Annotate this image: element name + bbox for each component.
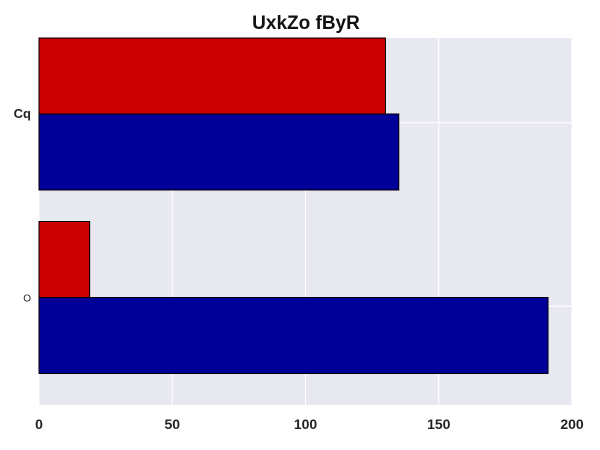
- x-tick-label-0: 0: [35, 416, 43, 432]
- bar-O-series-1: [38, 221, 91, 298]
- x-tick-label-3: 150: [427, 416, 451, 432]
- bar-Cq-series-2: [38, 113, 400, 191]
- y-axis-ticks: Cq O: [14, 106, 32, 305]
- x-tick-label-4: 200: [560, 416, 584, 432]
- x-tick-label-1: 50: [164, 416, 180, 432]
- bars: [38, 37, 549, 374]
- x-tick-label-2: 100: [294, 416, 318, 432]
- y-tick-label-O: O: [23, 294, 31, 305]
- y-tick-label-Cq: Cq: [14, 106, 31, 121]
- x-axis-ticks: 0 50 100 150 200: [35, 416, 584, 432]
- chart-title: UxkZo fByR: [252, 13, 360, 34]
- bar-Cq-series-1: [38, 37, 386, 115]
- bar-O-series-2: [38, 297, 549, 374]
